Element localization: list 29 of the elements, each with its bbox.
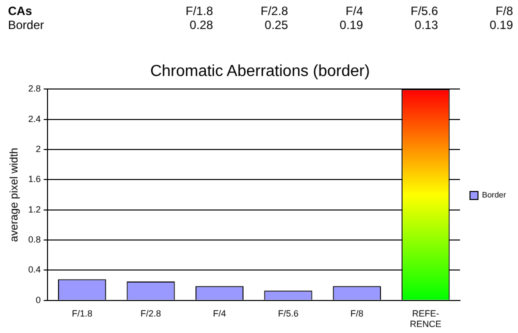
y-tick-label: 1.2	[28, 204, 41, 214]
y-tick-label: 2.4	[28, 114, 41, 124]
data-label: 0.13	[414, 18, 438, 32]
data-label: 0.19	[338, 18, 363, 32]
data-label: 0.19	[488, 18, 513, 32]
text: Border	[8, 18, 46, 32]
x-tick-label: F/1.8	[72, 308, 92, 318]
data-label: 0.25	[264, 18, 288, 32]
x-tick-label: F/8	[350, 308, 364, 318]
category-label: F/8	[494, 4, 513, 18]
x-tick-label: F/5.6	[278, 308, 298, 318]
category-label: F/4	[344, 4, 363, 18]
x-tick-label: F/4	[212, 308, 226, 318]
category-label: F/5.6	[410, 4, 438, 18]
y-tick-label: 0	[36, 294, 41, 305]
chart-title: Chromatic Aberrations (border)	[150, 63, 370, 80]
x-tick-label: REFE-RENCE	[410, 308, 442, 330]
legend-label: Border	[482, 190, 506, 200]
y-tick-label: 1.6	[28, 174, 41, 184]
y-tick-label: 0.4	[28, 264, 41, 275]
x-tick-label: F/2.8	[140, 308, 162, 318]
category-label: F/1.8	[184, 4, 213, 18]
text: CAs	[8, 4, 34, 18]
data-label: 0.28	[188, 18, 213, 32]
y-tick-label: 2	[36, 144, 41, 154]
y-axis-title: average pixel width	[8, 148, 21, 242]
y-tick-label: 2.8	[28, 84, 41, 94]
category-label: F/2.8	[260, 4, 288, 18]
y-tick-label: 0.8	[28, 234, 41, 245]
